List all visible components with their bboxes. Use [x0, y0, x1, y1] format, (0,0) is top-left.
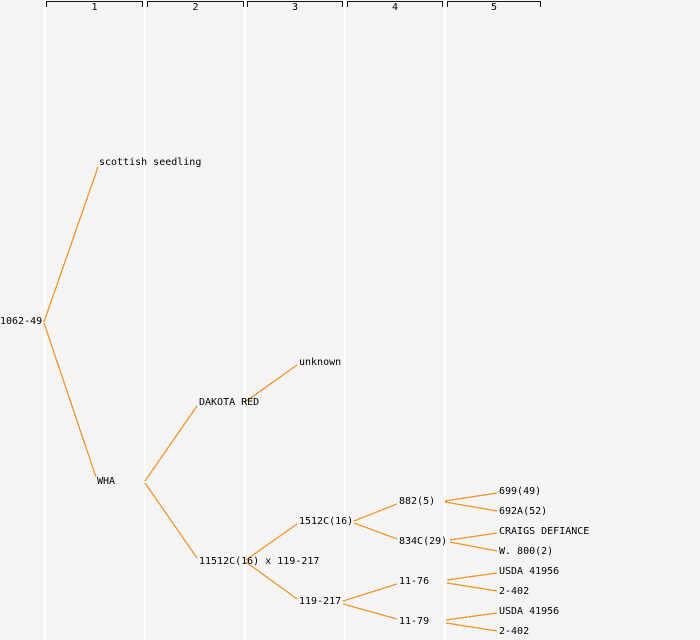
generation-number: 2: [192, 2, 199, 13]
generation-bracket-2: 2: [147, 1, 244, 13]
node-unknown[interactable]: unknown: [299, 357, 342, 368]
edge-11-76-to-2-402-a: [446, 582, 498, 592]
node-2-402-b[interactable]: 2-402: [499, 626, 530, 637]
node-11-76[interactable]: 11-76: [399, 576, 430, 587]
node-w-800-2[interactable]: W. 800(2): [499, 546, 554, 557]
node-craigs-defiance[interactable]: CRAIGS DEFIANCE: [499, 526, 590, 537]
generation-bracket-1: 1: [46, 1, 143, 13]
edge-1062-49-to-wha: [43, 322, 97, 478]
node-692a-52[interactable]: 692A(52): [499, 506, 548, 517]
generation-bracket-3: 3: [247, 1, 343, 13]
node-dakota-red[interactable]: DAKOTA RED: [199, 397, 260, 408]
edge-119-217-to-11-76: [342, 583, 398, 602]
edge-1512c16-to-834c-29: [353, 522, 398, 540]
generation-number: 4: [391, 2, 399, 13]
generation-bracket-4: 4: [347, 1, 443, 13]
node-1062-49[interactable]: 1062-49: [0, 316, 43, 327]
node-11-79[interactable]: 11-79: [399, 616, 430, 627]
node-usda-41956-a[interactable]: USDA 41956: [499, 566, 560, 577]
generation-number: 3: [291, 2, 299, 13]
edge-1062-49-to-scottish-seedling: [43, 166, 99, 323]
node-2-402-a[interactable]: 2-402: [499, 586, 530, 597]
edge-1512c16-to-882-5: [353, 503, 398, 522]
edge-119-217-to-11-79: [342, 603, 398, 620]
edge-wha-to-11512c16-x-119-217: [144, 482, 198, 559]
edge-11-79-to-2-402-b: [445, 622, 498, 632]
edge-11-76-to-usda-41956-a: [446, 572, 498, 581]
node-882-5[interactable]: 882(5): [399, 496, 436, 507]
edge-dakota-red-to-unknown: [244, 364, 298, 403]
edge-882-5-to-699-49: [444, 492, 498, 502]
node-1512c16[interactable]: 1512C(16): [299, 516, 354, 527]
node-699-49[interactable]: 699(49): [499, 486, 542, 497]
node-wha[interactable]: WHA: [97, 476, 116, 487]
node-11512c16-x-119-217[interactable]: 11512C(16) x 119-217: [199, 556, 320, 567]
edge-wha-to-dakota-red: [144, 405, 198, 482]
generation-gridline: [344, 0, 346, 640]
generation-number: 5: [490, 2, 498, 13]
generation-gridline: [144, 0, 146, 640]
generation-gridline: [444, 0, 446, 640]
edge-834c-29-to-craigs-defiance: [449, 532, 498, 541]
generation-gridline: [244, 0, 246, 640]
edge-11-79-to-usda-41956-b: [445, 612, 498, 621]
edge-834c-29-to-w-800-2: [449, 541, 498, 552]
generation-bracket-5: 5: [447, 1, 541, 13]
edge-882-5-to-692a-52: [444, 501, 498, 512]
edge-11512c16-x-119-217-to-119-217: [245, 561, 298, 600]
generation-number: 1: [91, 2, 98, 13]
node-834c-29[interactable]: 834C(29): [399, 536, 448, 547]
node-119-217[interactable]: 119-217: [299, 596, 342, 607]
edge-11512c16-x-119-217-to-1512c16: [245, 523, 298, 561]
node-scottish-seedling[interactable]: scottish seedling: [99, 157, 202, 168]
node-usda-41956-b[interactable]: USDA 41956: [499, 606, 560, 617]
